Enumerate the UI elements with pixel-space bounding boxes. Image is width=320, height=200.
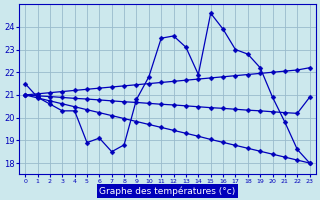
X-axis label: Graphe des températures (°c): Graphe des températures (°c) [99, 186, 236, 196]
